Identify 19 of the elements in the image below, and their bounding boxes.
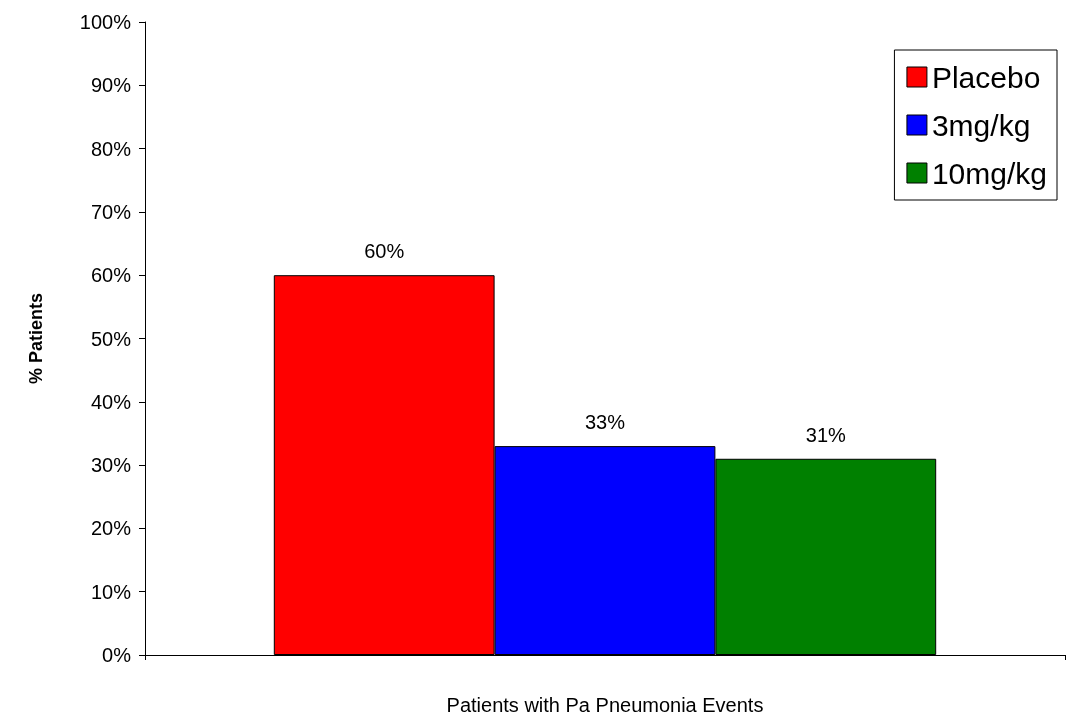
y-tick-label: 60% xyxy=(90,264,132,287)
y-tick-label: 10% xyxy=(90,580,132,603)
y-tick-label: 100% xyxy=(79,11,132,33)
data-label: 33% xyxy=(584,411,626,434)
y-axis-title: % Patients xyxy=(26,292,46,385)
legend-label: 3mg/kg xyxy=(931,108,1031,142)
legend-label: 10mg/kg xyxy=(931,156,1048,190)
y-tick-label: 90% xyxy=(90,74,132,97)
y-tick-label: 40% xyxy=(90,390,132,413)
data-label: 31% xyxy=(805,423,847,446)
y-tick-label: 70% xyxy=(90,200,132,223)
legend-label: Placebo xyxy=(931,60,1041,94)
y-tick-label: 50% xyxy=(90,327,132,350)
y-tick-label: 30% xyxy=(90,454,132,477)
y-tick-label: 0% xyxy=(102,644,132,666)
y-tick-label: 20% xyxy=(90,517,132,540)
y-tick-label: 80% xyxy=(90,137,132,160)
x-axis-title: Patients with Pa Pneumonia Events xyxy=(446,694,764,716)
data-label: 60% xyxy=(364,240,405,263)
